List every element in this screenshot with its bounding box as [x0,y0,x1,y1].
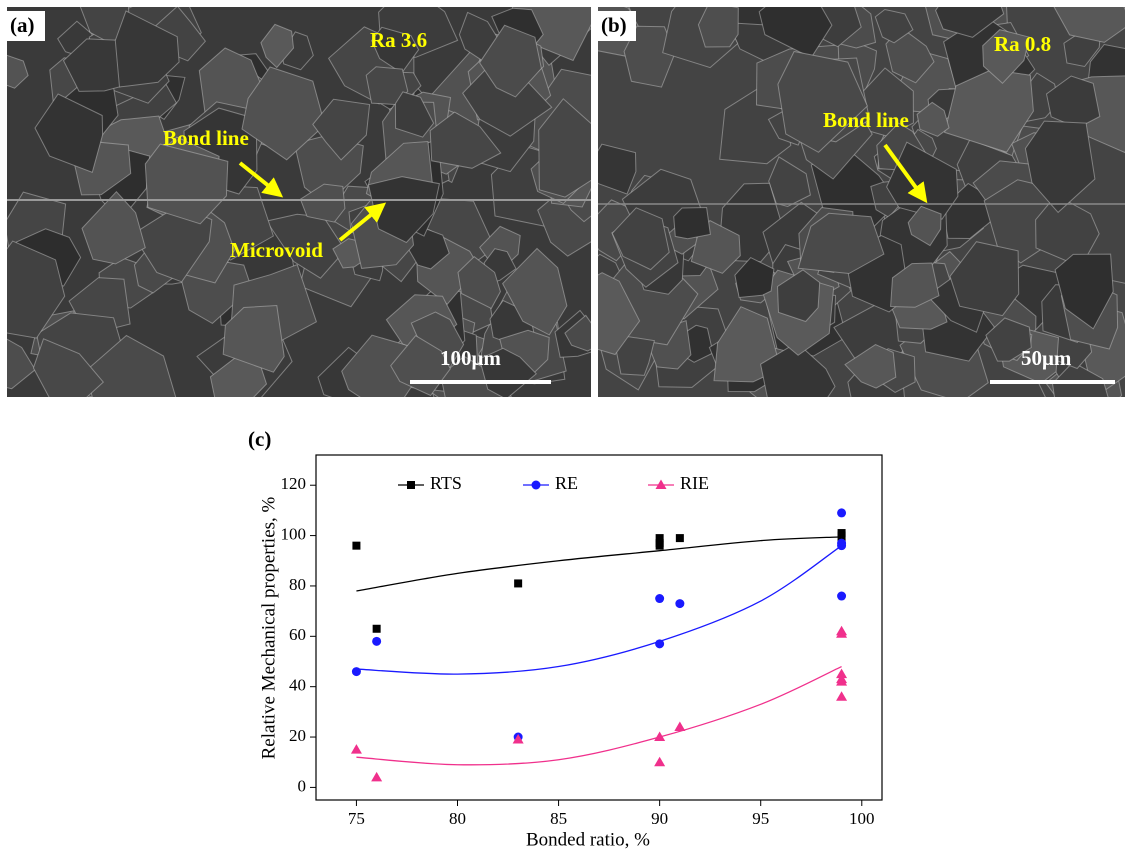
point [655,639,664,648]
y-axis-title: Relative Mechanical properties, % [258,496,279,759]
point [837,541,846,550]
y-tick-label: 40 [289,676,306,695]
point [837,508,846,517]
trend-line [356,537,841,591]
point [352,667,361,676]
point [838,532,846,540]
legend-label: RIE [680,473,709,493]
y-tick-label: 100 [281,524,307,543]
legend-marker [407,481,415,489]
plot: 75 80 85 90 95 100 0 20 40 60 80 100 120 RTS RE RIE [281,455,883,828]
annotation: Bond line [163,126,249,150]
legend-label: RE [555,473,578,493]
panel-label: (a) [10,13,35,37]
point [371,772,382,782]
trend-line [356,667,841,765]
y-tick-label: 60 [289,625,306,644]
x-tick-label: 90 [651,809,668,828]
x-tick-label: 95 [752,809,769,828]
point [351,744,362,754]
y-tick-label: 80 [289,575,306,594]
scale-bar-label: 50μm [1021,346,1072,370]
scale-bar [410,380,551,384]
x-tick-label: 75 [348,809,365,828]
legend-marker [532,481,541,490]
legend-marker [656,480,667,490]
point [655,594,664,603]
roughness: Ra 0.8 [994,32,1051,56]
plot-frame [316,455,882,800]
point [352,542,360,550]
panel-label: (b) [601,13,627,37]
grain [674,208,711,239]
point [675,599,684,608]
point [514,579,522,587]
x-axis-title: Bonded ratio, % [526,829,650,850]
annotation: Microvoid [230,238,323,262]
trend-line [356,546,841,674]
point [676,534,684,542]
point [654,757,665,767]
micrograph-a [0,0,618,426]
point [372,637,381,646]
point [674,721,685,731]
legend-label: RTS [430,473,462,493]
micrograph-b [565,0,1131,437]
point [373,625,381,633]
point [836,691,847,701]
figure: (a) Ra 3.6 Bond line Microvoid 100μm (b)… [0,0,1131,852]
scale-bar-label: 100μm [440,346,501,370]
scale-bar [990,380,1115,384]
x-tick-label: 80 [449,809,466,828]
point [837,592,846,601]
roughness: Ra 3.6 [370,28,427,52]
y-tick-label: 0 [298,776,307,795]
point [656,542,664,550]
x-tick-label: 100 [849,809,875,828]
panel-label: (c) [248,427,271,451]
annotation: Bond line [823,108,909,132]
y-tick-label: 20 [289,726,306,745]
y-tick-label: 120 [281,474,307,493]
x-tick-label: 85 [550,809,567,828]
